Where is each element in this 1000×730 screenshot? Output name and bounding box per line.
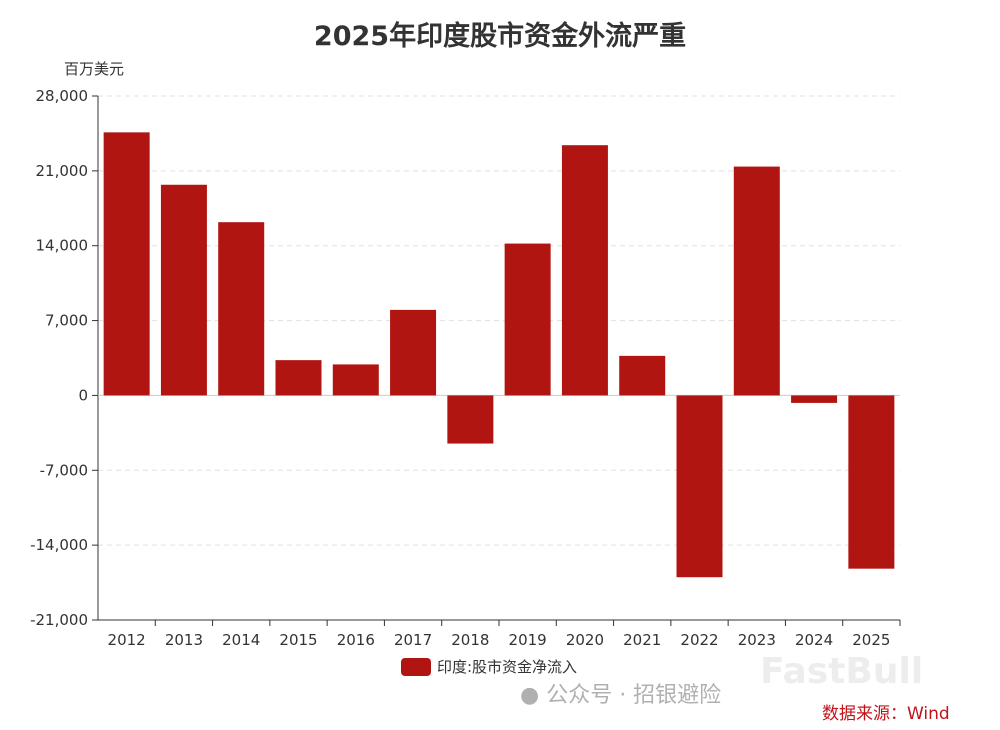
chart-title: 2025年印度股市资金外流严重 — [313, 21, 687, 52]
x-tick-label: 2023 — [738, 631, 776, 649]
x-tick-label: 2014 — [222, 631, 260, 649]
x-tick-label: 2013 — [165, 631, 203, 649]
x-tick-label: 2021 — [623, 631, 661, 649]
x-tick-label: 2012 — [108, 631, 146, 649]
bar-2020 — [561, 145, 608, 396]
x-tick-label: 2017 — [394, 631, 432, 649]
legend-label: 印度:股市资金净流入 — [437, 658, 578, 676]
y-tick-label: -14,000 — [30, 536, 88, 554]
bar-2024 — [791, 395, 838, 403]
bar-2021 — [619, 355, 666, 396]
bar-2017 — [390, 309, 437, 396]
y-axis-unit: 百万美元 — [64, 60, 125, 78]
wechat-icon: ● — [520, 683, 540, 708]
bar-2015 — [275, 360, 322, 396]
y-tick-label: 0 — [78, 386, 88, 404]
data-source: 数据来源：Wind — [822, 704, 950, 724]
x-tick-label: 2019 — [509, 631, 547, 649]
x-tick-label: 2016 — [337, 631, 375, 649]
y-tick-label: 28,000 — [36, 87, 89, 105]
x-tick-label: 2024 — [795, 631, 833, 649]
bar-2013 — [160, 184, 207, 396]
legend-swatch — [401, 658, 431, 676]
bar-2018 — [447, 395, 494, 444]
y-tick-label: -7,000 — [40, 461, 88, 479]
y-tick-label: -21,000 — [30, 611, 88, 629]
bar-2025 — [848, 395, 895, 569]
y-tick-label: 14,000 — [36, 237, 89, 255]
x-tick-label: 2025 — [852, 631, 890, 649]
bar-2023 — [733, 166, 780, 396]
x-tick-label: 2020 — [566, 631, 604, 649]
bar-2022 — [676, 395, 723, 578]
watermark-wechat-text: 公众号 · 招银避险 — [546, 683, 722, 708]
legend[interactable]: 印度:股市资金净流入 — [401, 658, 577, 676]
x-tick-label: 2022 — [680, 631, 718, 649]
watermark-logo: FastBull — [760, 651, 924, 692]
bar-2012 — [103, 132, 150, 396]
bar-2019 — [504, 243, 551, 396]
x-tick-label: 2015 — [279, 631, 317, 649]
bar-2014 — [218, 222, 265, 396]
x-tick-label: 2018 — [451, 631, 489, 649]
bar-2016 — [332, 364, 379, 396]
y-tick-label: 21,000 — [36, 162, 89, 180]
watermark-wechat: ● 公众号 · 招银避险 — [520, 684, 721, 708]
y-tick-label: 7,000 — [45, 312, 88, 330]
